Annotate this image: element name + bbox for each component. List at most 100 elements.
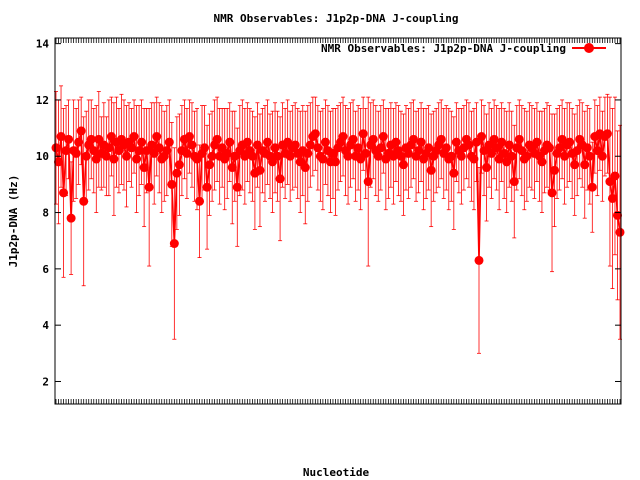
data-point bbox=[54, 157, 64, 167]
data-point bbox=[615, 227, 625, 237]
data-point bbox=[310, 129, 320, 139]
data-point bbox=[396, 151, 406, 161]
data-point bbox=[205, 160, 215, 170]
x-axis-label: Nucleotide bbox=[303, 466, 370, 479]
data-point bbox=[247, 151, 257, 161]
data-point bbox=[144, 182, 154, 192]
data-point bbox=[270, 143, 280, 153]
data-point bbox=[607, 193, 617, 203]
data-point bbox=[202, 182, 212, 192]
data-point bbox=[565, 137, 575, 147]
data-point bbox=[570, 160, 580, 170]
data-point bbox=[378, 132, 388, 142]
data-point bbox=[66, 213, 76, 223]
data-point bbox=[154, 143, 164, 153]
data-point bbox=[391, 137, 401, 147]
data-point bbox=[242, 137, 252, 147]
data-point bbox=[398, 160, 408, 170]
data-point bbox=[424, 143, 434, 153]
data-point bbox=[164, 137, 174, 147]
data-point bbox=[109, 154, 119, 164]
data-point bbox=[152, 132, 162, 142]
data-point bbox=[560, 151, 570, 161]
data-point bbox=[132, 154, 142, 164]
data-point bbox=[363, 177, 373, 187]
data-point bbox=[212, 134, 222, 144]
data-point bbox=[255, 165, 265, 175]
data-point bbox=[64, 134, 74, 144]
legend-marker bbox=[584, 43, 594, 53]
data-point bbox=[547, 188, 557, 198]
y-tick-label: 4 bbox=[42, 319, 49, 332]
y-tick-label: 6 bbox=[42, 263, 49, 276]
data-point bbox=[303, 148, 313, 158]
data-point bbox=[477, 132, 487, 142]
data-point bbox=[207, 151, 217, 161]
data-point bbox=[343, 151, 353, 161]
data-point bbox=[122, 151, 131, 161]
data-point bbox=[489, 134, 499, 144]
data-point bbox=[504, 140, 514, 150]
data-point bbox=[182, 148, 192, 158]
data-point bbox=[127, 143, 137, 153]
data-point bbox=[56, 132, 66, 142]
data-point bbox=[330, 157, 340, 167]
chart-title: NMR Observables: J1p2p-DNA J-coupling bbox=[213, 12, 458, 25]
data-point bbox=[555, 143, 565, 153]
y-tick-label: 14 bbox=[36, 38, 50, 51]
data-point bbox=[610, 171, 620, 181]
data-point bbox=[273, 151, 283, 161]
data-point bbox=[61, 146, 71, 156]
data-point bbox=[169, 239, 179, 249]
data-point bbox=[416, 137, 426, 147]
data-point bbox=[338, 132, 348, 142]
data-point bbox=[79, 196, 89, 206]
y-axis: 2 4 6 8 10 12 14 bbox=[36, 38, 621, 388]
data-point bbox=[469, 154, 479, 164]
data-point bbox=[134, 146, 144, 156]
data-point bbox=[74, 137, 84, 147]
data-point bbox=[167, 179, 177, 189]
data-point bbox=[582, 143, 592, 153]
data-point bbox=[290, 140, 300, 150]
y-tick-label: 10 bbox=[36, 150, 49, 163]
legend-label: NMR Observables: J1p2p-DNA J-coupling bbox=[321, 42, 566, 55]
data-point bbox=[300, 163, 310, 173]
plot-frame bbox=[54, 37, 622, 405]
data-point bbox=[537, 157, 547, 167]
data-point bbox=[59, 188, 69, 198]
data-point bbox=[474, 255, 484, 265]
data-point bbox=[545, 143, 554, 153]
data-point bbox=[585, 151, 595, 161]
data-point bbox=[409, 134, 419, 144]
data-point bbox=[580, 160, 590, 170]
data-point bbox=[200, 143, 210, 153]
data-point bbox=[348, 134, 358, 144]
data-point bbox=[426, 165, 436, 175]
data-point bbox=[174, 160, 184, 170]
data-point bbox=[376, 143, 386, 153]
data-point bbox=[441, 143, 451, 153]
data-point bbox=[101, 151, 111, 161]
data-point bbox=[522, 151, 532, 161]
data-point bbox=[51, 143, 61, 153]
y-tick-label: 12 bbox=[36, 94, 49, 107]
data-point bbox=[222, 148, 232, 158]
data-point bbox=[147, 140, 157, 150]
data-point bbox=[436, 134, 446, 144]
data-point bbox=[137, 137, 147, 147]
data-point bbox=[446, 151, 456, 161]
data-point bbox=[285, 151, 295, 161]
data-point bbox=[550, 165, 560, 175]
data-point bbox=[139, 163, 149, 173]
data-point bbox=[227, 163, 237, 173]
data-point bbox=[497, 137, 507, 147]
x-axis bbox=[55, 38, 621, 404]
data-point bbox=[373, 151, 383, 161]
data-point bbox=[456, 151, 466, 161]
data-point bbox=[184, 132, 194, 142]
data-point bbox=[404, 148, 413, 158]
data-point bbox=[172, 168, 182, 178]
data-point bbox=[449, 168, 459, 178]
data-point bbox=[318, 154, 328, 164]
